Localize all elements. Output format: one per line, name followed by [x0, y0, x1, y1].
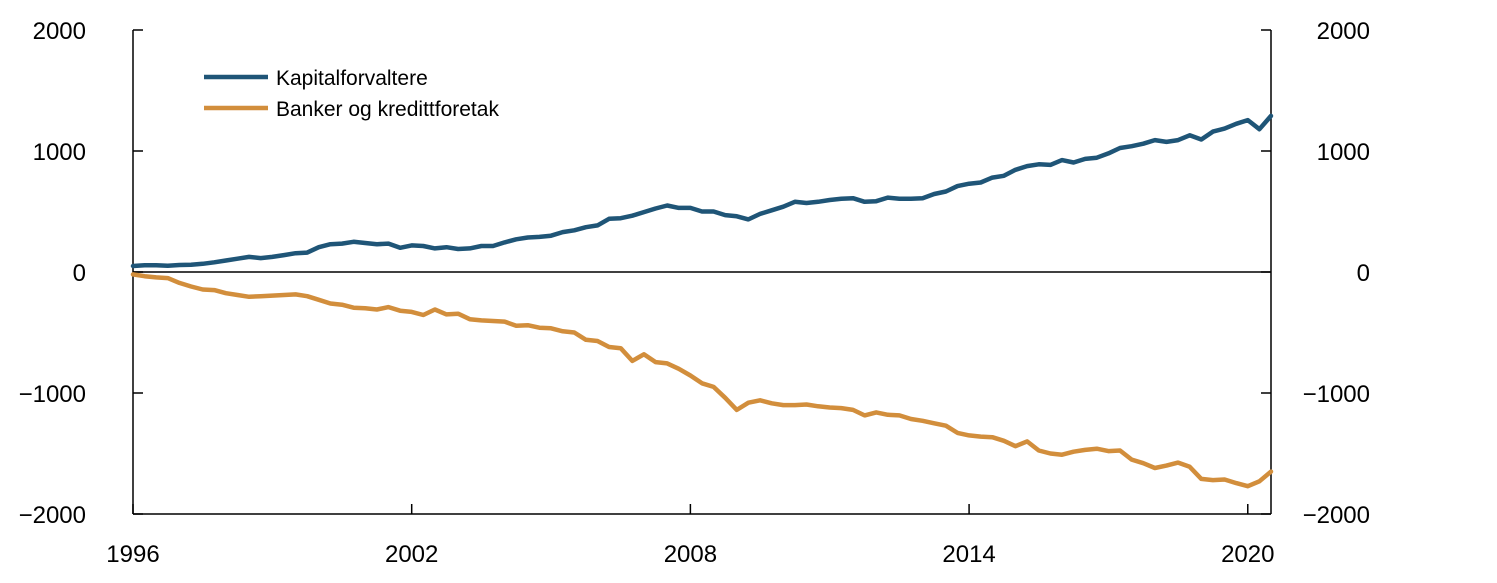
series-line-banker-og-kredittforetak [130, 272, 1274, 489]
y-axis-left: 2000 1000 0 −1000 −2000 [19, 18, 143, 529]
y-right-tick-label: −2000 [1303, 502, 1370, 529]
y-left-tick-label: −1000 [19, 381, 86, 408]
y-axis-right: 2000 1000 0 −1000 −2000 [1261, 18, 1370, 529]
y-right-tick-label: 2000 [1317, 18, 1370, 45]
y-right-tick-label: 0 [1357, 260, 1370, 287]
y-left-tick-label: 2000 [33, 18, 86, 45]
series-line-kapitalforvaltere [130, 113, 1274, 269]
y-right-tick-label: −1000 [1303, 381, 1370, 408]
y-left-tick-label: 0 [73, 260, 86, 287]
y-left-tick-label: 1000 [33, 139, 86, 166]
x-tick-label: 2020 [1221, 541, 1274, 568]
x-axis: 1996 2002 2008 2014 2020 [106, 504, 1274, 568]
legend: Kapitalforvaltere Banker og kredittforet… [204, 67, 499, 121]
y-left-tick-label: −2000 [19, 502, 86, 529]
x-tick-label: 1996 [106, 541, 159, 568]
x-tick-label: 2008 [664, 541, 717, 568]
legend-label-banker: Banker og kredittforetak [276, 98, 499, 121]
series-layer [130, 113, 1274, 489]
x-tick-label: 2002 [385, 541, 438, 568]
y-right-tick-label: 1000 [1317, 139, 1370, 166]
x-tick-label: 2014 [942, 541, 995, 568]
legend-label-kapitalforvaltere: Kapitalforvaltere [276, 67, 428, 90]
